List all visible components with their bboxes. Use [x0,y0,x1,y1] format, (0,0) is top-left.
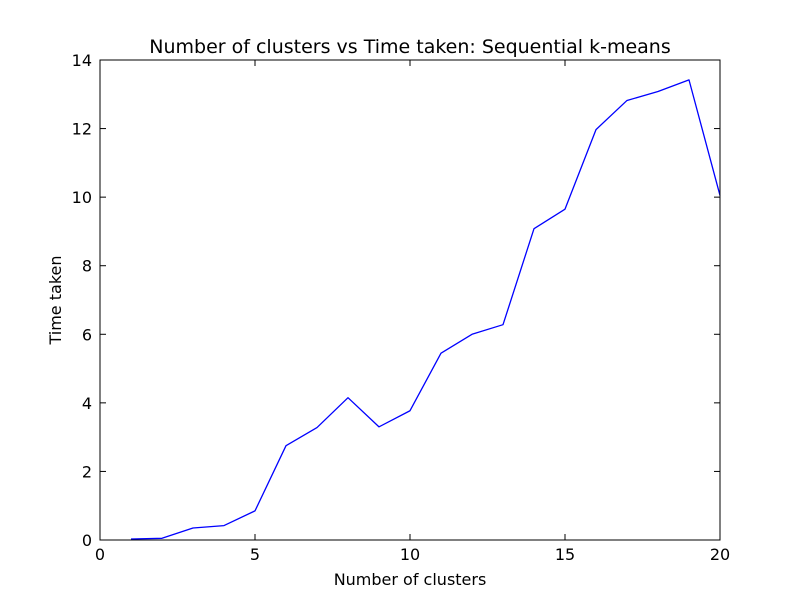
plot-area-frame [99,59,721,541]
series-line [130,79,721,540]
x-tick-label: 5 [250,545,260,564]
x-axis-ticks: 0 5 10 15 20 [95,60,730,564]
y-tick-label: 10 [72,188,92,207]
y-tick-label: 6 [82,325,92,344]
x-tick-label: 15 [555,545,575,564]
x-axis-label: Number of clusters [334,570,487,589]
x-tick-label: 0 [95,545,105,564]
x-tick-label: 20 [710,545,730,564]
y-tick-label: 12 [72,120,92,139]
y-tick-label: 2 [82,462,92,481]
x-tick-label: 10 [400,545,420,564]
y-tick-label: 14 [72,51,92,70]
y-axis-ticks: 0 2 4 6 8 10 12 14 [72,51,720,550]
series-layer [130,79,721,540]
y-tick-label: 4 [82,394,92,413]
y-axis-label: Time taken [46,256,65,346]
y-tick-label: 8 [82,257,92,276]
y-tick-label: 0 [82,531,92,550]
chart-title: Number of clusters vs Time taken: Sequen… [149,36,671,58]
